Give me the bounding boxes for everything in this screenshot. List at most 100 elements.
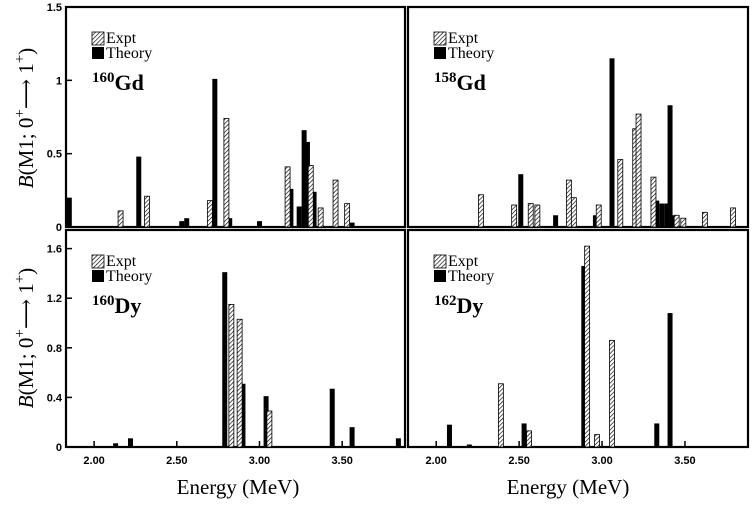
y-tick-label: 0 <box>56 222 62 234</box>
theory-bar <box>256 221 262 227</box>
y-tick-label: 0.8 <box>47 343 62 355</box>
theory-bar <box>518 174 524 227</box>
theory-bar <box>212 78 218 227</box>
theory-bar <box>311 191 317 227</box>
theory-bar <box>296 206 302 227</box>
ylabel-b: B <box>14 175 38 188</box>
y-tick-label: 1 <box>56 75 62 87</box>
expt-bar <box>584 245 591 448</box>
legend-theory-label: Theory <box>448 45 494 62</box>
theory-bar <box>553 215 559 227</box>
expt-bar <box>511 204 518 228</box>
theory-bar <box>240 383 246 447</box>
expt-bar <box>317 207 324 228</box>
theory-bar <box>592 215 598 227</box>
theory-bar <box>521 423 527 447</box>
panel-frame <box>64 228 407 449</box>
theory-bar <box>66 197 72 227</box>
x-tick-label: 3.50 <box>331 455 352 467</box>
expt-bar <box>206 200 213 228</box>
ylabel-close: ) <box>14 268 38 275</box>
legend-theory-swatch <box>92 47 104 59</box>
nucleus-mass: 160 <box>92 293 115 309</box>
theory-bar <box>263 396 269 447</box>
expt-bar <box>594 434 600 448</box>
y-tick-label: 1.5 <box>47 2 62 14</box>
x-tick-label: 2.50 <box>508 455 529 467</box>
expt-bar <box>478 194 484 228</box>
expt-bar <box>527 203 534 228</box>
legend-theory-swatch <box>92 270 104 282</box>
theory-bar <box>301 130 307 227</box>
theory-bar <box>669 215 675 227</box>
legend-expt-swatch <box>91 254 105 269</box>
theory-bar <box>395 438 401 447</box>
panel-frame <box>406 228 750 449</box>
theory-bar <box>329 388 335 447</box>
expt-bar <box>284 166 291 228</box>
panel-frame <box>406 5 750 229</box>
x-axis-title-left: Energy (MeV) <box>177 475 300 499</box>
ylabel-sup1: + <box>12 109 28 117</box>
nucleus-label: 160Gd <box>92 70 144 95</box>
expt-bar <box>673 214 680 228</box>
expt-bar <box>617 159 624 228</box>
expt-bar <box>344 203 351 228</box>
svg-text:B(M1; 0+⟶ 1+): B(M1; 0+⟶ 1+) <box>12 268 38 408</box>
ylabel-b: B <box>14 395 38 408</box>
theory-bar <box>659 203 665 227</box>
ylabel-one: 1 <box>14 283 38 299</box>
theory-bar <box>136 156 142 227</box>
theory-bar <box>349 222 355 227</box>
legend-expt-label: Expt <box>448 253 479 270</box>
ylabel-arrow: ⟶ <box>14 79 38 109</box>
legend-expt-swatch <box>91 31 105 46</box>
y-tick-label: 1.6 <box>47 244 62 256</box>
theory-bar <box>664 203 670 227</box>
nucleus-label: 162Dy <box>434 293 483 318</box>
legend-expt-label: Expt <box>106 253 137 270</box>
expt-bar <box>144 195 150 228</box>
expt-bar <box>534 204 541 228</box>
legend-theory-label: Theory <box>106 268 152 285</box>
theory-bar <box>654 423 660 447</box>
x-tick-label: 2.50 <box>166 455 187 467</box>
expt-bar <box>307 164 314 228</box>
theory-bar <box>446 424 452 447</box>
y-tick-label: 0 <box>56 442 62 454</box>
y-tick-label: 0.4 <box>47 392 63 404</box>
legend-expt-label: Expt <box>106 30 137 47</box>
legend-expt-label: Expt <box>448 30 479 47</box>
theory-bar <box>654 200 660 227</box>
expt-bar <box>228 303 235 448</box>
theory-bar <box>222 272 228 447</box>
panel-frame <box>64 5 407 229</box>
expt-bar <box>635 113 642 228</box>
ylabel-sup1: + <box>12 329 28 337</box>
ylabel-sup2: + <box>12 55 28 63</box>
expt-bar <box>595 204 602 228</box>
legend-theory-label: Theory <box>106 45 152 62</box>
expt-bar <box>236 318 243 448</box>
nucleus-label: 160Dy <box>92 293 141 318</box>
x-axis-title-right: Energy (MeV) <box>507 475 630 499</box>
theory-bar <box>227 218 233 227</box>
y-axis-title-bottom: B(M1; 0+⟶ 1+) <box>12 268 38 408</box>
ylabel-open: (M1; 0 <box>14 338 38 396</box>
expt-bar <box>117 210 124 228</box>
legend-expt-swatch <box>433 31 447 46</box>
legend-theory-swatch <box>434 47 446 59</box>
expt-bar <box>680 217 687 228</box>
x-tick-label: 3.00 <box>249 455 270 467</box>
theory-bar <box>179 221 185 227</box>
x-tick-label: 2.00 <box>425 455 446 467</box>
legend-expt-swatch <box>433 254 447 269</box>
nucleus-symbol: Gd <box>115 70 144 95</box>
theory-bar <box>304 141 310 227</box>
expt-bar <box>526 430 532 448</box>
theory-bar <box>581 265 587 447</box>
